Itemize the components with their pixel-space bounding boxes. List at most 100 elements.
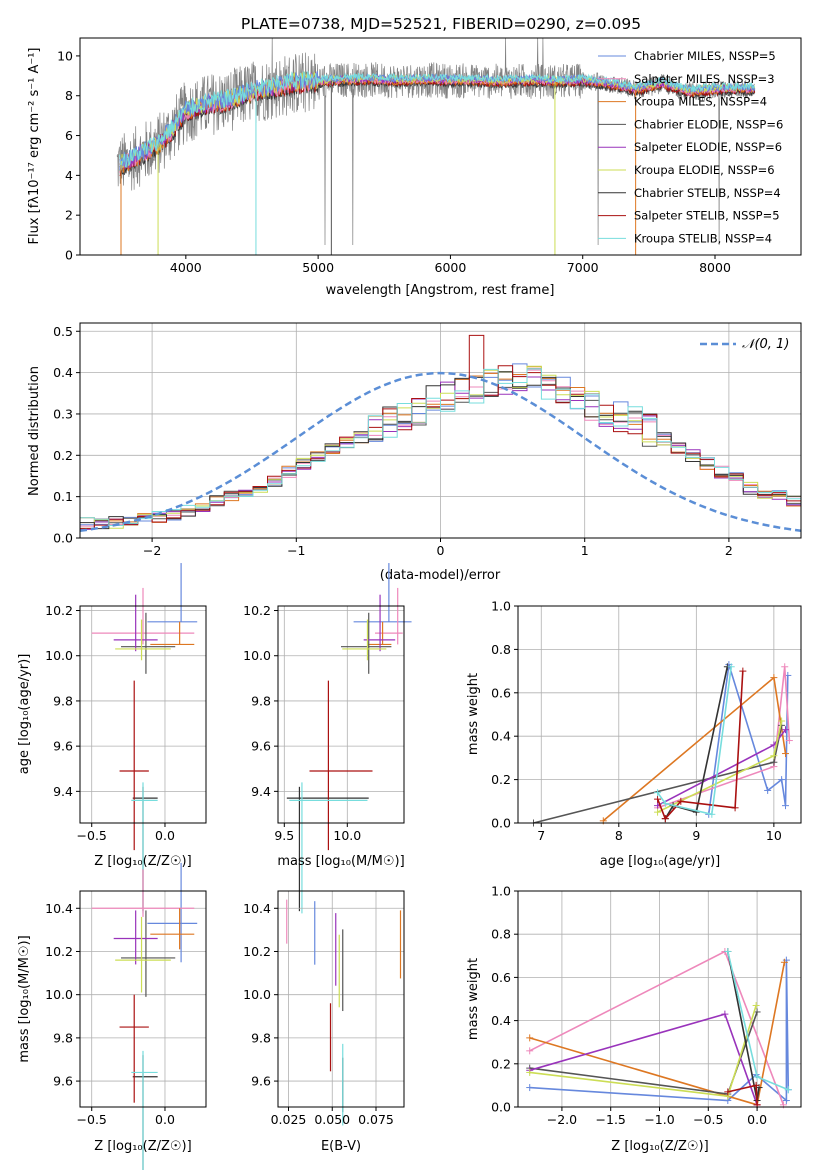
age-vs-mass-panel: 9.5 10.0 9.4 9.6 9.8 10.0 10.2 mass [log₁₀(M/M… (243, 563, 412, 914)
mass-vs-z-xlabel: Z [log₁₀(Z/Z☉)] (94, 1139, 191, 1154)
weight-vs-age-ylabel: mass weight (466, 673, 481, 755)
normal-curve (79, 371, 802, 533)
spectrum-lines (116, 37, 756, 255)
legend-label: Salpeter STELIB, NSSP=5 (634, 209, 780, 223)
x-tick-label: 2 (725, 543, 733, 558)
y-tick-label: 10.0 (45, 648, 73, 663)
x-tick-label: −1.5 (596, 1112, 626, 1127)
y-tick-label: 0.2 (491, 772, 511, 787)
x-tick-label: 0.0 (155, 828, 175, 843)
y-tick-label: 1.0 (491, 599, 511, 614)
y-tick-label: 10.0 (243, 648, 271, 663)
weight-vs-age-xlabel: age [log₁₀(age/yr)] (600, 854, 721, 869)
x-tick-label: 0.0 (155, 1112, 175, 1127)
mass-weight-line (664, 666, 729, 820)
y-tick-label: 10 (57, 48, 73, 63)
x-tick-label: 0.0 (747, 1112, 767, 1127)
spectrum-ylabel: Flux [fλ10⁻¹⁷ erg cm⁻² s⁻¹ A⁻¹] (27, 48, 42, 245)
legend-label: Chabrier STELIB, NSSP=4 (634, 186, 781, 200)
mass-vs-z-errorbars (91, 862, 198, 1170)
x-tick-label: 8 (615, 828, 623, 843)
x-tick-label: −0.5 (77, 828, 107, 843)
residual-panel: −2 −1 0 1 2 0.0 0.1 0.2 0.3 0.4 0.5 (data-model)/e… (27, 322, 802, 583)
residual-xlabel: (data-model)/error (380, 568, 501, 583)
x-tick-label: 6000 (435, 260, 467, 275)
y-tick-label: 0.2 (491, 1056, 511, 1071)
spectrum-panel: 4000 5000 6000 7000 8000 0 2 4 6 8 10 wavelength [… (27, 37, 802, 298)
y-tick-label: 0.1 (53, 489, 73, 504)
x-tick-label: 10.0 (333, 828, 361, 843)
weight-vs-age-panel: 7 8 9 10 0.0 0.2 0.4 0.6 0.8 1.0 age [log₁₀(age/y… (466, 599, 802, 869)
y-tick-label: 1.0 (491, 884, 511, 899)
weight-vs-z-xlabel: Z [log₁₀(Z/Z☉)] (611, 1139, 708, 1154)
model-spectrum-line (119, 71, 756, 171)
legend-label: Kroupa STELIB, NSSP=4 (634, 231, 772, 245)
mass-weight-line (656, 666, 732, 816)
mass-vs-ebv-xlabel: E(B-V) (321, 1139, 361, 1154)
mass-vs-ebv-frame (277, 890, 405, 1108)
x-tick-label: −2 (143, 543, 161, 558)
y-tick-label: 9.6 (251, 1074, 271, 1089)
y-tick-label: 10.0 (45, 987, 73, 1002)
x-tick-label: 9.5 (274, 828, 294, 843)
x-tick-label: 5000 (302, 260, 334, 275)
weight-vs-z-ylabel: mass weight (466, 958, 481, 1040)
y-tick-label: 9.8 (251, 1030, 271, 1045)
y-tick-label: 0.4 (53, 365, 73, 380)
x-tick-label: 0 (437, 543, 445, 558)
y-tick-label: 0.4 (491, 1013, 511, 1028)
age-vs-z-ylabel: age [log₁₀(age/yr)] (17, 654, 32, 775)
legend-label: Kroupa MILES, NSSP=4 (634, 95, 767, 109)
age-vs-mass-frame (277, 605, 405, 824)
y-tick-label: 0.4 (491, 729, 511, 744)
y-tick-label: 0.0 (491, 816, 511, 831)
y-tick-label: 0.0 (53, 531, 73, 546)
y-tick-label: 0.5 (53, 324, 73, 339)
y-tick-label: 0.8 (491, 927, 511, 942)
y-tick-label: 9.4 (251, 784, 271, 799)
residual-ylabel: Normed distribution (27, 366, 42, 496)
y-tick-label: 9.8 (53, 693, 73, 708)
mass-weight-line (529, 960, 790, 1103)
spectrum-legend: Chabrier MILES, NSSP=5 Salpeter MILES, NS… (598, 49, 783, 245)
legend-label: Salpeter MILES, NSSP=3 (634, 72, 775, 86)
legend-label: Salpeter ELODIE, NSSP=6 (634, 140, 782, 154)
x-tick-label: 7000 (567, 260, 599, 275)
y-tick-label: 6 (65, 128, 73, 143)
mass-vs-ebv-errorbars (286, 899, 402, 1126)
y-tick-label: 0.0 (491, 1100, 511, 1115)
x-tick-label: 4000 (170, 260, 202, 275)
age-vs-mass-errorbars (286, 563, 412, 914)
y-tick-label: 0.3 (53, 406, 73, 421)
y-tick-label: 9.8 (53, 1030, 73, 1045)
y-tick-label: 9.6 (53, 739, 73, 754)
y-tick-label: 10.0 (243, 987, 271, 1002)
x-tick-label: 0.075 (358, 1112, 394, 1127)
y-tick-label: 10.2 (243, 603, 271, 618)
x-tick-label: 8000 (699, 260, 731, 275)
x-tick-label: −0.5 (693, 1112, 723, 1127)
x-tick-label: 0.050 (314, 1112, 350, 1127)
y-tick-label: 9.6 (53, 1074, 73, 1089)
mass-weight-line (707, 664, 789, 815)
weight-vs-z-lines (526, 947, 792, 1109)
x-tick-label: −0.5 (77, 1112, 107, 1127)
y-tick-label: 10.4 (243, 901, 271, 916)
spectrum-frame (79, 37, 802, 256)
age-vs-mass-xlabel: mass [log₁₀(M/M☉)] (277, 854, 404, 869)
age-vs-z-xlabel: Z [log₁₀(Z/Z☉)] (94, 854, 191, 869)
weight-vs-age-lines (530, 661, 793, 827)
y-tick-label: 10.4 (45, 901, 73, 916)
mass-vs-z-panel: −0.5 0.0 9.6 9.8 10.0 10.2 10.4 Z [log₁₀(Z/Z☉)… (17, 862, 207, 1170)
y-tick-label: 2 (65, 208, 73, 223)
y-tick-label: 9.4 (53, 784, 73, 799)
x-tick-label: −2.0 (547, 1112, 577, 1127)
mass-vs-z-ylabel: mass [log₁₀(M/M☉)] (17, 935, 32, 1062)
mass-vs-z-frame (79, 890, 207, 1108)
residual-histogram (80, 371, 802, 530)
residual-histogram (80, 368, 802, 526)
y-tick-label: 10.2 (243, 944, 271, 959)
figure-title: PLATE=0738, MJD=52521, FIBERID=0290, z=0… (241, 15, 641, 33)
